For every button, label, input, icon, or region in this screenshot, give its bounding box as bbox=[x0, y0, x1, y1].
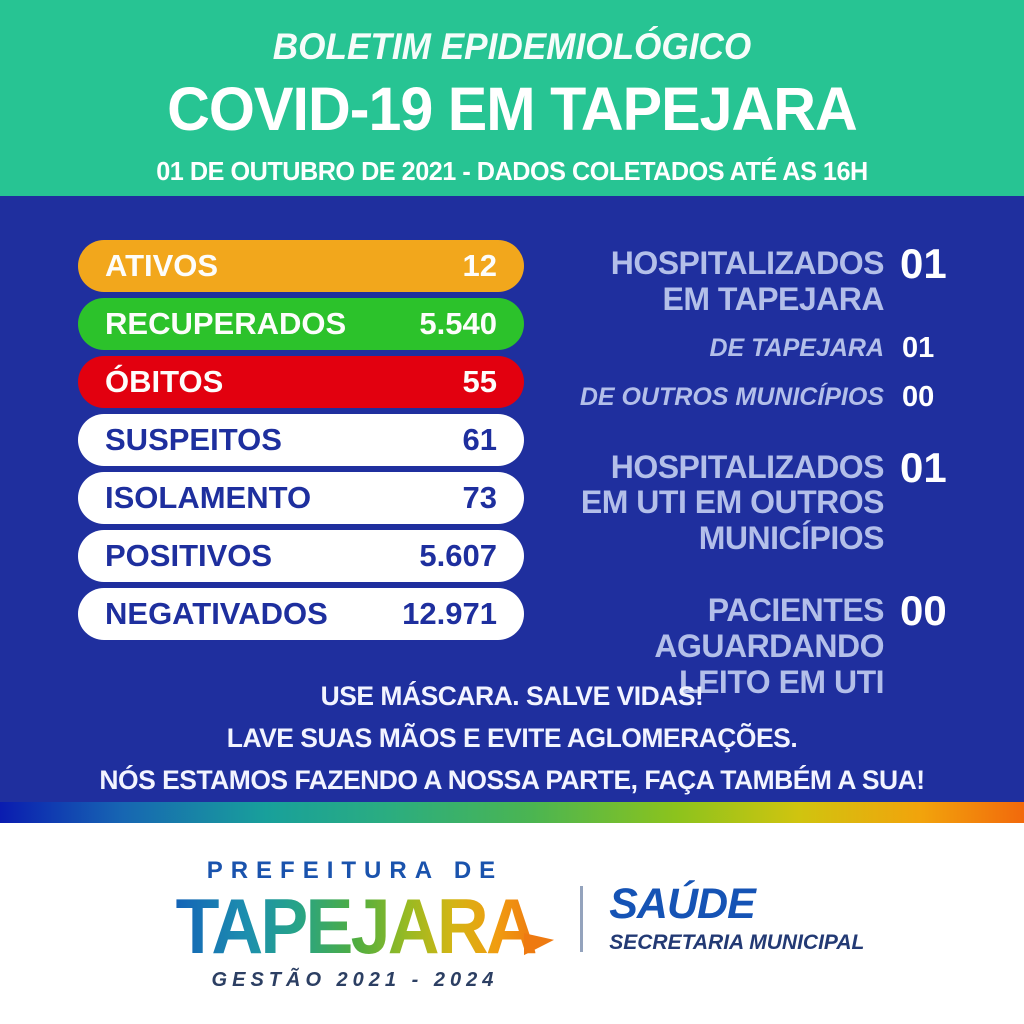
prevention-message-line: NÓS ESTAMOS FAZENDO A NOSSA PARTE, FAÇA … bbox=[99, 764, 925, 795]
waiting-uti-group: PACIENTES AGUARDANDO LEITO EM UTI 00 bbox=[538, 587, 962, 700]
footer-divider bbox=[580, 885, 584, 952]
hospitalized-tapejara-value: 01 bbox=[900, 240, 947, 287]
secretaria-municipal-label: SECRETARIA MUNICIPAL bbox=[609, 930, 865, 954]
stat-value: 61 bbox=[462, 422, 497, 457]
gestao-label: GESTÃO 2021 - 2024 bbox=[211, 969, 499, 991]
secretaria-saude-block: SAÚDE SECRETARIA MUNICIPAL bbox=[609, 882, 864, 954]
stat-pill-positivos: POSITIVOS 5.607 bbox=[78, 530, 524, 582]
hospitalized-tapejara-group: HOSPITALIZADOS EM TAPEJARA 01 DE TAPEJAR… bbox=[538, 240, 962, 414]
bulletin-date-line: 01 DE OUTUBRO DE 2021 - DADOS COLETADOS … bbox=[156, 156, 868, 186]
saude-label: SAÚDE bbox=[609, 880, 756, 929]
stat-value: 73 bbox=[462, 480, 497, 515]
de-tapejara-label: DE TAPEJARA bbox=[709, 333, 884, 362]
prevention-message-line: LAVE SUAS MÃOS E EVITE AGLOMERAÇÕES. bbox=[226, 722, 798, 753]
stat-pill-isolamento: ISOLAMENTO 73 bbox=[78, 472, 524, 524]
hospital-stats-column: HOSPITALIZADOS EM TAPEJARA 01 DE TAPEJAR… bbox=[538, 240, 962, 701]
logo-arrow-icon bbox=[524, 928, 555, 956]
stat-value: 5.607 bbox=[419, 538, 497, 573]
hospitalized-tapejara-label: HOSPITALIZADOS EM TAPEJARA bbox=[610, 245, 885, 317]
stats-pill-list: ATIVOS 12 RECUPERADOS 5.540 ÓBITOS 55 SU… bbox=[78, 240, 524, 646]
waiting-uti-value: 00 bbox=[900, 587, 947, 635]
bulletin-subtitle-top: BOLETIM EPIDEMIOLÓGICO bbox=[272, 26, 752, 67]
bulletin-title: COVID-19 EM TAPEJARA bbox=[167, 75, 858, 143]
stat-value: 12.971 bbox=[402, 596, 497, 631]
stat-label: ISOLAMENTO bbox=[105, 480, 312, 515]
footer: PREFEITURA DE TAPEJARA GESTÃO 2021 - 202… bbox=[0, 823, 1024, 1024]
stat-pill-ativos: ATIVOS 12 bbox=[78, 240, 524, 292]
prefeitura-logo: PREFEITURA DE TAPEJARA GESTÃO 2021 - 202… bbox=[160, 857, 555, 992]
prefeitura-de-label: PREFEITURA DE bbox=[206, 857, 504, 884]
waiting-uti-label: PACIENTES AGUARDANDO LEITO EM UTI bbox=[654, 592, 884, 700]
stat-value: 12 bbox=[462, 248, 497, 283]
stat-label: ATIVOS bbox=[105, 248, 219, 283]
stat-pill-obitos: ÓBITOS 55 bbox=[78, 356, 524, 408]
prevention-message-line: USE MÁSCARA. SALVE VIDAS! bbox=[320, 681, 704, 711]
stats-panel: ATIVOS 12 RECUPERADOS 5.540 ÓBITOS 55 SU… bbox=[0, 196, 1024, 802]
hospitalized-uti-label: HOSPITALIZADOS EM UTI EM OUTROS MUNICÍPI… bbox=[580, 448, 885, 557]
stat-value: 5.540 bbox=[419, 306, 497, 341]
rainbow-divider bbox=[0, 802, 1024, 823]
stat-pill-recuperados: RECUPERADOS 5.540 bbox=[78, 298, 524, 350]
de-tapejara-value: 01 bbox=[902, 331, 935, 364]
hospitalized-uti-group: HOSPITALIZADOS EM UTI EM OUTROS MUNICÍPI… bbox=[538, 443, 962, 557]
bulletin-header: BOLETIM EPIDEMIOLÓGICO COVID-19 EM TAPEJ… bbox=[0, 0, 1024, 196]
stat-label: RECUPERADOS bbox=[105, 306, 347, 341]
stat-pill-negativados: NEGATIVADOS 12.971 bbox=[78, 588, 524, 640]
stat-label: POSITIVOS bbox=[105, 538, 273, 573]
de-outros-municipios-label: DE OUTROS MUNICÍPIOS bbox=[579, 382, 884, 411]
de-outros-municipios-value: 00 bbox=[902, 380, 935, 413]
prevention-messages: USE MÁSCARA. SALVE VIDAS! LAVE SUAS MÃOS… bbox=[10, 676, 1014, 802]
tapejara-logo-text: TAPEJARA bbox=[175, 882, 537, 970]
stat-label: NEGATIVADOS bbox=[105, 596, 328, 631]
stat-label: SUSPEITOS bbox=[105, 422, 282, 457]
stat-pill-suspeitos: SUSPEITOS 61 bbox=[78, 414, 524, 466]
stat-value: 55 bbox=[462, 364, 497, 399]
stat-label: ÓBITOS bbox=[105, 364, 224, 399]
hospitalized-uti-value: 01 bbox=[900, 443, 947, 491]
